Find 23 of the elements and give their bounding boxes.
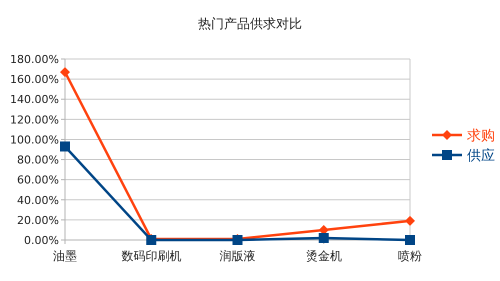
- y-tick-label: 40.00%: [17, 194, 59, 207]
- point: [318, 232, 329, 243]
- point: [60, 67, 70, 78]
- y-tick-label: 0.00%: [24, 234, 59, 247]
- point: [60, 141, 70, 152]
- y-tick-label: 60.00%: [17, 174, 59, 187]
- x-tick-label: 润版液: [220, 249, 256, 263]
- chart-title: 热门产品供求对比: [198, 16, 302, 32]
- y-tick-label: 100.00%: [10, 133, 59, 146]
- legend-label: 供应: [467, 148, 495, 164]
- x-tick-label: 喷粉: [398, 249, 422, 263]
- y-tick-label: 20.00%: [17, 214, 59, 227]
- y-tick-label: 180.00%: [10, 53, 59, 66]
- x-tick-label: 数码印刷机: [121, 249, 182, 263]
- x-tick-label: 烫金机: [306, 249, 342, 263]
- y-tick-label: 140.00%: [10, 93, 59, 106]
- x-tick-label: 油墨: [53, 249, 77, 263]
- point: [405, 216, 415, 226]
- point: [405, 235, 415, 245]
- y-tick-label: 80.00%: [17, 154, 59, 167]
- y-tick-label: 120.00%: [10, 113, 59, 126]
- legend-label: 求购: [467, 128, 495, 144]
- y-tick-label: 160.00%: [10, 73, 59, 86]
